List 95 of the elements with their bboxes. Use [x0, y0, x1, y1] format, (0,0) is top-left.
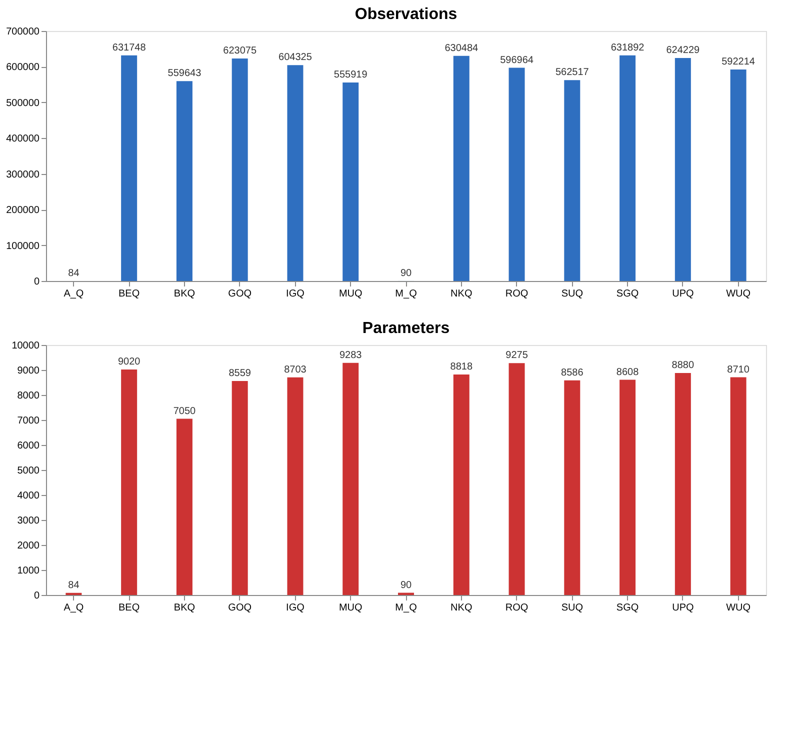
data-label: 596964: [500, 54, 534, 66]
y-tick-label: 0: [34, 590, 40, 602]
chart-title: Observations: [354, 6, 458, 23]
data-label: 7050: [173, 406, 196, 417]
x-tick-label: BEQ: [118, 288, 140, 300]
bar: [508, 363, 525, 595]
x-tick-label: ROQ: [505, 602, 528, 614]
y-tick-label: 1000: [17, 566, 40, 576]
bar: [730, 69, 746, 281]
y-tick-label: 0: [34, 276, 40, 288]
bar: [342, 362, 359, 595]
y-tick-label: 6000: [17, 440, 40, 452]
data-label: 8608: [616, 366, 640, 378]
data-label: 624229: [666, 45, 700, 56]
y-tick-label: 500000: [6, 98, 40, 109]
y-tick-label: 300000: [6, 169, 40, 180]
data-label: 9283: [339, 350, 362, 361]
bar: [287, 377, 304, 595]
bar: [176, 418, 192, 595]
x-tick-label: ROQ: [505, 288, 528, 300]
x-tick-label: NKQ: [450, 602, 472, 614]
x-tick-label: GOQ: [228, 288, 252, 300]
bar: [453, 374, 470, 595]
bar: [674, 58, 691, 281]
bar: [342, 82, 359, 281]
x-tick-label: UPQ: [672, 602, 694, 614]
bar: [674, 373, 691, 595]
bar: [232, 58, 248, 281]
x-tick-label: IGQ: [286, 288, 305, 300]
y-tick-label: 7000: [17, 416, 40, 426]
bar: [453, 56, 470, 281]
data-label: 559643: [168, 68, 202, 80]
x-tick-label: SGQ: [616, 288, 639, 300]
data-label: 8710: [727, 364, 750, 376]
bar: [564, 80, 580, 281]
data-label: 84: [68, 268, 80, 279]
y-tick-label: 9000: [17, 366, 40, 376]
bar: [620, 55, 636, 281]
y-tick-label: 4000: [17, 490, 40, 502]
x-tick-label: SUQ: [561, 602, 584, 614]
chart-title: Parameters: [362, 320, 450, 337]
data-label: 631892: [610, 42, 645, 54]
y-tick-label: 600000: [6, 62, 40, 74]
data-label: 8559: [228, 368, 252, 380]
x-tick-label: BKQ: [174, 288, 196, 300]
data-label: 631748: [112, 42, 146, 54]
x-tick-label: BKQ: [174, 602, 196, 614]
data-label: 555919: [334, 69, 368, 80]
bar: [121, 370, 138, 595]
data-label: 8880: [672, 360, 694, 371]
x-tick-label: NKQ: [450, 288, 472, 300]
data-label: 84: [68, 580, 80, 591]
y-tick-label: 400000: [6, 134, 40, 145]
x-tick-label: M_Q: [395, 288, 418, 300]
bar: [287, 65, 304, 281]
data-label: 9020: [118, 356, 141, 368]
data-label: 562517: [555, 67, 590, 78]
data-label: 8703: [284, 364, 307, 376]
bar: [176, 81, 192, 281]
x-tick-label: M_Q: [395, 602, 418, 614]
bar: [121, 55, 138, 281]
bar: [232, 381, 248, 595]
data-label: 623075: [223, 45, 257, 56]
x-tick-label: SGQ: [616, 602, 639, 614]
y-tick-label: 2000: [17, 540, 40, 552]
y-tick-label: 8000: [17, 390, 40, 402]
bar: [730, 377, 746, 595]
bar: [564, 380, 580, 595]
x-tick-label: A_Q: [64, 288, 84, 300]
y-tick-label: 200000: [6, 205, 40, 216]
y-tick-label: 700000: [6, 26, 40, 38]
data-label: 8586: [561, 367, 584, 378]
x-tick-label: MUQ: [338, 288, 362, 300]
bar: [620, 380, 636, 595]
y-tick-label: 5000: [17, 466, 40, 476]
data-label: 592214: [722, 56, 756, 68]
data-label: 9275: [506, 350, 528, 362]
x-tick-label: SUQ: [561, 288, 584, 300]
y-tick-label: 3000: [17, 516, 40, 526]
data-label: 90: [400, 580, 412, 591]
x-tick-label: MUQ: [338, 602, 362, 614]
x-tick-label: UPQ: [672, 288, 694, 300]
x-tick-label: A_Q: [64, 602, 84, 614]
y-tick-label: 100000: [6, 240, 40, 252]
data-label: 8818: [450, 362, 473, 373]
data-label: 630484: [444, 42, 479, 54]
y-tick-label: 10000: [12, 340, 40, 352]
bar: [508, 68, 525, 281]
x-tick-label: WUQ: [726, 288, 751, 300]
x-tick-label: WUQ: [726, 602, 751, 614]
x-tick-label: GOQ: [228, 602, 252, 614]
x-tick-label: IGQ: [286, 602, 305, 614]
x-tick-label: BEQ: [118, 602, 140, 614]
data-label: 90: [400, 268, 412, 279]
data-label: 604325: [278, 52, 312, 64]
